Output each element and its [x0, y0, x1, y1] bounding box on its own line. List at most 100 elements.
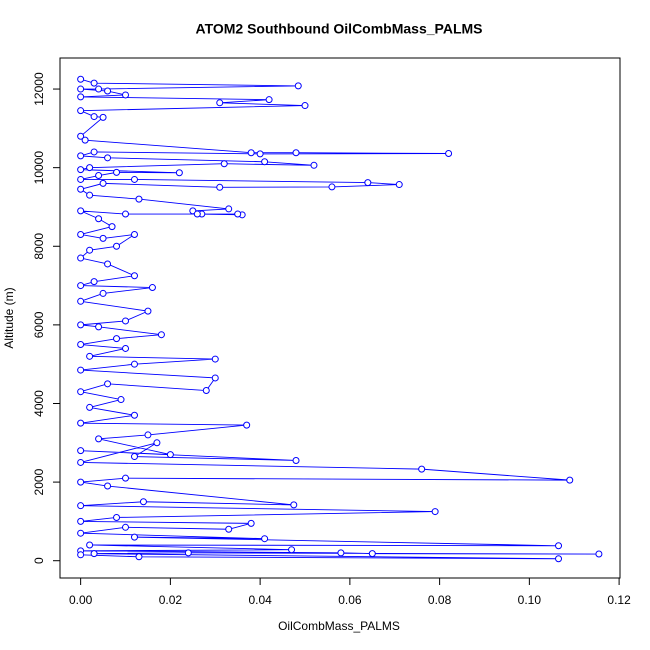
data-point	[77, 166, 85, 174]
data-point	[77, 107, 85, 115]
data-point	[113, 335, 121, 343]
data-point	[77, 447, 85, 455]
data-point	[122, 344, 130, 352]
data-point	[166, 451, 174, 459]
data-point	[216, 99, 224, 107]
data-point	[566, 476, 574, 484]
data-point	[77, 529, 85, 537]
data-point	[77, 341, 85, 349]
data-point	[364, 179, 372, 187]
x-tick-label: 0.08	[428, 593, 452, 607]
data-point	[288, 546, 296, 554]
data-point	[395, 181, 403, 189]
data-point	[86, 541, 94, 549]
data-point	[90, 148, 98, 156]
data-point	[144, 431, 152, 439]
data-point	[77, 478, 85, 486]
y-tick-label: 4000	[32, 390, 46, 417]
data-point	[104, 260, 112, 268]
x-tick-label: 0.06	[338, 593, 362, 607]
data-point	[555, 555, 563, 563]
data-point	[202, 387, 210, 395]
data-point	[108, 223, 116, 231]
data-point	[99, 113, 107, 121]
data-point	[261, 158, 269, 166]
data-point	[265, 96, 273, 104]
data-point	[77, 321, 85, 329]
data-point	[225, 205, 233, 213]
data-point	[95, 172, 103, 180]
data-point	[243, 421, 251, 429]
data-point	[431, 508, 439, 516]
y-tick-label: 8000	[32, 233, 46, 260]
y-tick-label: 2000	[32, 468, 46, 495]
data-point	[294, 82, 302, 90]
data-point	[113, 242, 121, 250]
data-point	[193, 210, 201, 218]
data-point	[328, 183, 336, 191]
data-point	[261, 535, 269, 543]
data-point	[104, 154, 112, 162]
x-tick-label: 0.00	[69, 593, 93, 607]
data-point	[157, 331, 165, 339]
data-point	[104, 87, 112, 95]
data-point	[368, 550, 376, 558]
data-point	[77, 230, 85, 238]
data-point	[122, 474, 130, 482]
data-point	[77, 175, 85, 183]
data-point	[175, 169, 183, 177]
data-point	[77, 132, 85, 140]
x-tick-label: 0.12	[607, 593, 631, 607]
y-tick-label: 10000	[32, 151, 46, 185]
data-point	[139, 498, 147, 506]
data-point	[225, 525, 233, 533]
data-point	[555, 542, 563, 550]
data-point	[77, 93, 85, 101]
data-point	[90, 278, 98, 286]
series-line	[79, 78, 599, 560]
data-point	[95, 85, 103, 93]
data-point	[256, 150, 264, 158]
data-point	[86, 246, 94, 254]
data-point	[130, 453, 138, 461]
y-axis-title: Altitude (m)	[2, 287, 16, 348]
data-point	[77, 185, 85, 193]
data-point	[77, 75, 85, 83]
data-point	[99, 234, 107, 242]
data-point	[148, 284, 156, 292]
data-point	[211, 355, 219, 363]
data-point	[247, 149, 255, 157]
data-point	[86, 403, 94, 411]
data-point	[122, 210, 130, 218]
data-point	[90, 113, 98, 121]
data-point	[77, 388, 85, 396]
data-point	[220, 160, 228, 168]
data-point	[301, 102, 309, 110]
x-axis-title: OilCombMass_PALMS	[278, 619, 400, 633]
data-point	[184, 549, 192, 557]
y-tick-label: 0	[32, 557, 46, 564]
data-point	[418, 465, 426, 473]
data-point	[77, 254, 85, 262]
data-point	[90, 79, 98, 87]
data-point	[337, 549, 345, 557]
data-point	[595, 550, 603, 558]
data-point	[130, 533, 138, 541]
data-point	[104, 482, 112, 490]
data-point	[95, 323, 103, 331]
x-tick-label: 0.04	[248, 593, 272, 607]
data-point	[99, 179, 107, 187]
data-point	[77, 502, 85, 510]
data-point	[86, 164, 94, 172]
data-point	[135, 553, 143, 561]
data-point	[292, 149, 300, 157]
data-point	[122, 523, 130, 531]
data-point	[77, 152, 85, 160]
data-point	[77, 85, 85, 93]
y-tick-label: 6000	[32, 311, 46, 338]
data-point	[234, 210, 242, 218]
data-point	[130, 230, 138, 238]
data-point	[81, 136, 89, 144]
data-point	[130, 272, 138, 280]
